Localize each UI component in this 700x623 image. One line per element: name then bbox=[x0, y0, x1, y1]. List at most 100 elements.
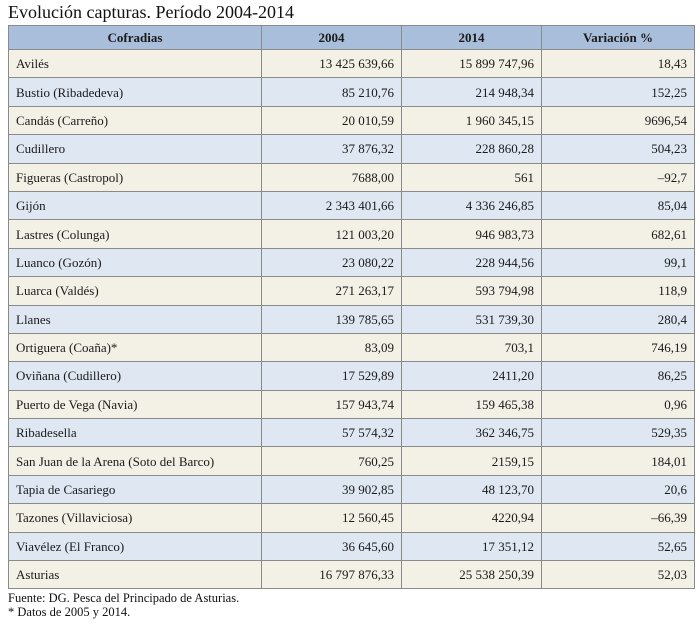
cell-cofradia: San Juan de la Arena (Soto del Barco) bbox=[8, 446, 262, 476]
table-row: Tazones (Villaviciosa) 12 560,45 4220,94 –6… bbox=[8, 503, 695, 533]
cell-2004: 85 210,76 bbox=[261, 77, 402, 107]
cell-variacion: 85,04 bbox=[541, 190, 695, 221]
table-row: Luarca (Valdés) 271 263,17 593 794,98 118,9 bbox=[8, 276, 695, 306]
cell-2014: 25 538 250,39 bbox=[401, 560, 542, 590]
cell-variacion: 529,35 bbox=[541, 418, 695, 448]
cell-variacion: 184,01 bbox=[541, 446, 695, 476]
cell-2004: 13 425 639,66 bbox=[261, 48, 402, 79]
header-2004: 2004 bbox=[261, 25, 402, 50]
cell-2014: 2411,20 bbox=[401, 361, 542, 391]
cell-2004: 271 263,17 bbox=[261, 276, 402, 306]
cell-2004: 37 876,32 bbox=[261, 134, 402, 164]
cell-variacion: 52,03 bbox=[541, 560, 695, 590]
cell-cofradia: Ortiguera (Coaña)* bbox=[8, 332, 262, 363]
cell-variacion: –92,7 bbox=[541, 162, 695, 192]
cell-variacion: 20,6 bbox=[541, 474, 695, 505]
cell-2004: 36 645,60 bbox=[261, 531, 402, 562]
cell-2014: 159 465,38 bbox=[401, 389, 542, 420]
cell-cofradia: Tapia de Casariego bbox=[8, 474, 262, 505]
cell-variacion: 0,96 bbox=[541, 389, 695, 420]
cell-2014: 531 739,30 bbox=[401, 304, 542, 334]
table-row: Oviñana (Cudillero) 17 529,89 2411,20 86,25 bbox=[8, 361, 695, 391]
table-row: Puerto de Vega (Navia) 157 943,74 159 465,… bbox=[8, 389, 695, 420]
header-2014: 2014 bbox=[401, 25, 542, 50]
cell-variacion: 746,19 bbox=[541, 332, 695, 363]
table-row: Cudillero 37 876,32 228 860,28 504,23 bbox=[8, 134, 695, 164]
cell-cofradia: Tazones (Villaviciosa) bbox=[8, 503, 262, 533]
table-row: Llanes 139 785,65 531 739,30 280,4 bbox=[8, 304, 695, 334]
cell-cofradia: Llanes bbox=[8, 304, 262, 334]
cell-variacion: 86,25 bbox=[541, 361, 695, 391]
cell-2014: 593 794,98 bbox=[401, 276, 542, 306]
cell-variacion: 52,65 bbox=[541, 531, 695, 562]
cell-2004: 39 902,85 bbox=[261, 474, 402, 505]
table-header-row: Cofradias 2004 2014 Variación % bbox=[8, 25, 695, 50]
cell-2004: 12 560,45 bbox=[261, 503, 402, 533]
cell-cofradia: Candás (Carreño) bbox=[8, 105, 262, 136]
cell-2004: 57 574,32 bbox=[261, 418, 402, 448]
table-title: Evolución capturas. Período 2004-2014 bbox=[8, 2, 294, 22]
cell-2014: 1 960 345,15 bbox=[401, 105, 542, 136]
cell-2014: 4 336 246,85 bbox=[401, 190, 542, 221]
cell-2014: 17 351,12 bbox=[401, 531, 542, 562]
cell-cofradia: Figueras (Castropol) bbox=[8, 162, 262, 192]
cell-variacion: 280,4 bbox=[541, 304, 695, 334]
cell-2004: 16 797 876,33 bbox=[261, 560, 402, 590]
cell-2014: 4220,94 bbox=[401, 503, 542, 533]
cell-cofradia: Lastres (Colunga) bbox=[8, 219, 262, 249]
table-row: Tapia de Casariego 39 902,85 48 123,70 20,6 bbox=[8, 474, 695, 505]
cell-2004: 20 010,59 bbox=[261, 105, 402, 136]
cell-2014: 48 123,70 bbox=[401, 474, 542, 505]
header-cofradias: Cofradias bbox=[8, 25, 262, 50]
cell-variacion: 18,43 bbox=[541, 48, 695, 79]
cell-cofradia: Oviñana (Cudillero) bbox=[8, 361, 262, 391]
cell-2004: 157 943,74 bbox=[261, 389, 402, 420]
cell-variacion: 504,23 bbox=[541, 134, 695, 164]
cell-2014: 362 346,75 bbox=[401, 418, 542, 448]
cell-2014: 703,1 bbox=[401, 332, 542, 363]
cell-2014: 214 948,34 bbox=[401, 77, 542, 107]
cell-cofradia: Cudillero bbox=[8, 134, 262, 164]
cell-cofradia: Luanco (Gozón) bbox=[8, 247, 262, 278]
cell-variacion: 9696,54 bbox=[541, 105, 695, 136]
cell-2004: 139 785,65 bbox=[261, 304, 402, 334]
cell-cofradia: Asturias bbox=[8, 560, 262, 590]
cell-2004: 760,25 bbox=[261, 446, 402, 476]
table-row: Ortiguera (Coaña)* 83,09 703,1 746,19 bbox=[8, 332, 695, 363]
cell-cofradia: Ribadesella bbox=[8, 418, 262, 448]
cell-variacion: 152,25 bbox=[541, 77, 695, 107]
cell-cofradia: Luarca (Valdés) bbox=[8, 276, 262, 306]
table-row: Viavélez (El Franco) 36 645,60 17 351,12 52… bbox=[8, 531, 695, 562]
table-row: San Juan de la Arena (Soto del Barco) 760… bbox=[8, 446, 695, 476]
table-row: Bustio (Ribadedeva) 85 210,76 214 948,34 15… bbox=[8, 77, 695, 107]
table-row: Candás (Carreño) 20 010,59 1 960 345,15 969… bbox=[8, 105, 695, 136]
table-row: Lastres (Colunga) 121 003,20 946 983,73 682… bbox=[8, 219, 695, 249]
cell-cofradia: Puerto de Vega (Navia) bbox=[8, 389, 262, 420]
table-row: Figueras (Castropol) 7688,00 561 –92,7 bbox=[8, 162, 695, 192]
cell-cofradia: Bustio (Ribadedeva) bbox=[8, 77, 262, 107]
cell-cofradia: Avilés bbox=[8, 48, 262, 79]
table-row: Avilés 13 425 639,66 15 899 747,96 18,43 bbox=[8, 48, 695, 79]
table-row: Gijón 2 343 401,66 4 336 246,85 85,04 bbox=[8, 190, 695, 221]
table-body: Avilés 13 425 639,66 15 899 747,96 18,43 Bus… bbox=[8, 48, 695, 590]
cell-2014: 228 860,28 bbox=[401, 134, 542, 164]
cell-2014: 946 983,73 bbox=[401, 219, 542, 249]
table-row: Asturias 16 797 876,33 25 538 250,39 52,03 bbox=[8, 560, 695, 590]
cell-variacion: 118,9 bbox=[541, 276, 695, 306]
cell-variacion: 682,61 bbox=[541, 219, 695, 249]
cell-2004: 17 529,89 bbox=[261, 361, 402, 391]
cell-2004: 2 343 401,66 bbox=[261, 190, 402, 221]
cell-cofradia: Gijón bbox=[8, 190, 262, 221]
table-notes: Fuente: DG. Pesca del Principado de Astu… bbox=[8, 591, 239, 619]
cell-2014: 2159,15 bbox=[401, 446, 542, 476]
table-row: Luanco (Gozón) 23 080,22 228 944,56 99,1 bbox=[8, 247, 695, 278]
catch-evolution-table: Cofradias 2004 2014 Variación % Avilés 13… bbox=[8, 25, 695, 590]
source-note: Fuente: DG. Pesca del Principado de Astu… bbox=[8, 591, 240, 605]
cell-2014: 228 944,56 bbox=[401, 247, 542, 278]
cell-2004: 83,09 bbox=[261, 332, 402, 363]
cell-variacion: –66,39 bbox=[541, 503, 695, 533]
cell-2014: 561 bbox=[401, 162, 542, 192]
cell-2014: 15 899 747,96 bbox=[401, 48, 542, 79]
cell-2004: 121 003,20 bbox=[261, 219, 402, 249]
